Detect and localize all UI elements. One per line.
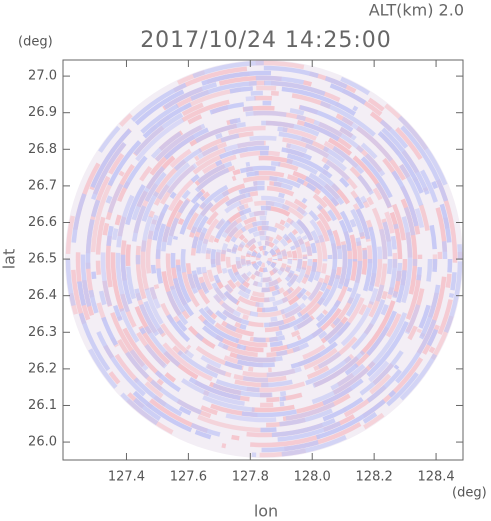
annotation: ALT(km) 2.0 xyxy=(369,1,464,20)
y-axis-label: lat xyxy=(0,249,19,270)
x-tick-label: 128.0 xyxy=(294,470,331,485)
x-tick-label: 128.4 xyxy=(417,470,454,485)
chart-title: 2017/10/24 14:25:00 xyxy=(140,28,392,53)
y-tick-label: 26.4 xyxy=(28,288,57,303)
y-tick-label: 26.3 xyxy=(28,325,57,340)
y-tick-label: 26.9 xyxy=(28,105,57,120)
y-tick-label: 26.2 xyxy=(28,361,57,376)
plot-frame xyxy=(62,59,464,461)
y-tick-label: 26.6 xyxy=(28,215,57,230)
x-tick-label: 127.6 xyxy=(170,470,207,485)
y-tick-label: 26.5 xyxy=(28,252,57,267)
y-tick-label: 27.0 xyxy=(28,69,57,84)
y-tick-label: 26.0 xyxy=(28,435,57,450)
y-tick-label: 26.7 xyxy=(28,178,57,193)
radar-field xyxy=(65,60,463,458)
x-tick-label: 128.2 xyxy=(356,470,393,485)
x-axis-label: lon xyxy=(254,502,278,521)
x-tick-label: 127.4 xyxy=(108,470,145,485)
y-unit: (deg) xyxy=(18,35,53,50)
x-unit: (deg) xyxy=(452,486,487,501)
x-tick-label: 127.8 xyxy=(232,470,269,485)
y-tick-label: 26.8 xyxy=(28,142,57,157)
y-tick-label: 26.1 xyxy=(28,398,57,413)
